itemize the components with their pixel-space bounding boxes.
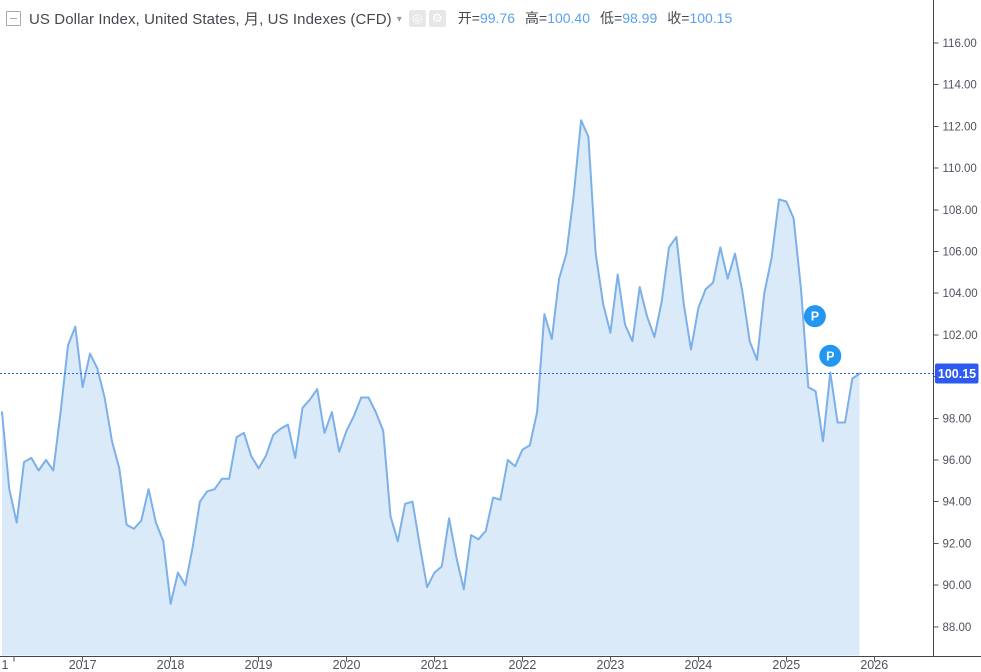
year-tick-label: 2021 xyxy=(421,658,449,672)
price-tick-label: 106.00 xyxy=(943,247,978,259)
symbol-legend[interactable]: US Dollar Index, United States, 月, US In… xyxy=(6,8,732,28)
idea-pin-label: P xyxy=(811,310,819,324)
price-tick-label: 112.00 xyxy=(943,121,977,133)
open-label: 开= xyxy=(457,10,480,26)
price-tick-label: 98.00 xyxy=(943,413,972,425)
price-tick-label: 90.00 xyxy=(943,580,972,592)
price-tick-label: 88.00 xyxy=(943,622,972,634)
price-tick-label: 96.00 xyxy=(943,455,972,467)
ohlc-readout: 开= 99.76 高= 100.40 低= 98.99 收= 100.15 xyxy=(458,8,733,28)
settings-button[interactable]: ⚙ xyxy=(428,9,446,27)
chevron-down-icon[interactable]: ▾ xyxy=(396,13,402,25)
price-tick-label: 114.00 xyxy=(943,80,977,92)
idea-pin-badge[interactable] xyxy=(803,305,826,328)
area-fill xyxy=(2,120,860,656)
price-tick-label: 108.00 xyxy=(943,205,978,217)
year-tick-label: 2026 xyxy=(860,658,888,672)
last-price-value: 100.15 xyxy=(938,367,976,381)
symbol-title[interactable]: US Dollar Index, United States, 月, US In… xyxy=(29,10,392,28)
price-tick-label: 102.00 xyxy=(943,330,978,342)
low-value: 98.99 xyxy=(622,10,658,26)
year-tick-label: 2018 xyxy=(157,658,185,672)
year-tick-label: 2024 xyxy=(684,658,712,672)
price-line-series xyxy=(1,119,861,605)
year-tick-label: 2020 xyxy=(333,658,361,672)
year-tick-label: 2023 xyxy=(596,658,624,672)
idea-pin-label: P xyxy=(826,349,834,363)
year-tick-label: 2019 xyxy=(245,658,273,672)
collapse-legend-icon[interactable] xyxy=(6,10,21,26)
idea-pin-badge[interactable] xyxy=(819,344,842,367)
year-tick-label: 2022 xyxy=(509,658,537,672)
time-axis[interactable] xyxy=(0,657,981,672)
close-value: 100.15 xyxy=(689,10,733,26)
year-tick-label: 2017 xyxy=(69,658,97,672)
price-tick-label: 104.00 xyxy=(943,288,978,300)
price-tick-label: 92.00 xyxy=(943,538,972,550)
price-tick-label: 116.00 xyxy=(943,38,977,50)
price-axis[interactable] xyxy=(934,0,981,657)
price-tick-label: 94.00 xyxy=(943,497,972,509)
price-tick-label: 110.00 xyxy=(943,163,977,175)
hide-indicator-button[interactable]: ◎ xyxy=(408,9,426,27)
high-value: 100.40 xyxy=(547,10,591,26)
year-tick-label: 2025 xyxy=(772,658,800,672)
eye-icon: ◎ xyxy=(412,11,423,25)
high-label: 高= xyxy=(525,10,548,26)
year-tick-label: 1 xyxy=(2,658,9,672)
last-price-tag xyxy=(935,363,979,384)
low-label: 低= xyxy=(600,10,623,26)
gear-icon: ⚙ xyxy=(431,11,443,25)
open-value: 99.76 xyxy=(479,10,515,26)
close-label: 收= xyxy=(667,10,690,26)
